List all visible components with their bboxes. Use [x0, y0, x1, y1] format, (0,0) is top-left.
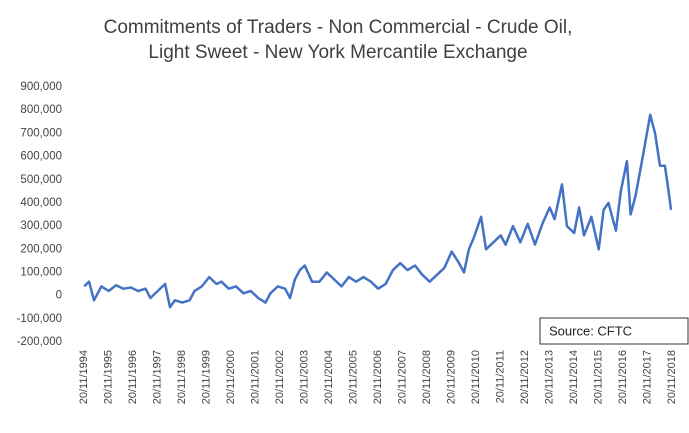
x-tick-label: 20/11/2004: [323, 350, 335, 404]
x-tick-label: 20/11/2003: [298, 350, 310, 404]
x-tick-label: 20/11/2001: [249, 350, 261, 404]
x-tick-label: 20/11/1996: [127, 350, 139, 404]
y-tick-label: 700,000: [20, 127, 62, 139]
x-tick-label: 20/11/2010: [470, 350, 482, 404]
x-tick-label: 20/11/1998: [176, 350, 188, 404]
y-tick-label: -100,000: [17, 313, 62, 325]
y-tick-label: -200,000: [17, 336, 62, 348]
y-tick-label: 300,000: [20, 220, 62, 232]
chart-title: Light Sweet - New York Mercantile Exchan…: [148, 42, 527, 63]
x-tick-label: 20/11/1994: [78, 350, 90, 404]
y-tick-label: 900,000: [20, 81, 62, 93]
x-tick-label: 20/11/2012: [519, 350, 531, 404]
x-tick-label: 20/11/2015: [592, 350, 604, 404]
x-tick-label: 20/11/2008: [421, 350, 433, 404]
y-tick-label: 600,000: [20, 151, 62, 163]
y-tick-label: 400,000: [20, 197, 62, 209]
x-tick-label: 20/11/2014: [568, 350, 580, 404]
x-tick-label: 20/11/2009: [445, 350, 457, 404]
data-line: [83, 113, 673, 309]
x-tick-label: 20/11/2002: [274, 350, 286, 404]
x-tick-label: 20/11/2016: [617, 350, 629, 404]
annotation-box: [539, 317, 689, 345]
annotation: Source: CFTC: [549, 323, 632, 338]
x-tick-label: 20/11/2000: [225, 350, 237, 404]
y-tick-label: 500,000: [20, 174, 62, 186]
x-tick-label: 20/11/1999: [200, 350, 212, 404]
y-tick-label: 200,000: [20, 243, 62, 255]
x-tick-label: 20/11/2006: [372, 350, 384, 404]
chart-title: Commitments of Traders - Non Commercial …: [104, 17, 573, 38]
x-tick-label: 20/11/2007: [396, 350, 408, 404]
x-tick-label: 20/11/1995: [102, 350, 114, 404]
y-tick-label: 0: [56, 290, 62, 302]
x-tick-label: 20/11/2013: [543, 350, 555, 404]
y-tick-label: 800,000: [20, 104, 62, 116]
x-tick-label: 20/11/2011: [494, 350, 506, 403]
x-tick-label: 20/11/2017: [641, 350, 653, 404]
x-tick-label: 20/11/2018: [666, 350, 678, 404]
x-tick-label: 20/11/1997: [151, 350, 163, 404]
x-tick-label: 20/11/2005: [347, 350, 359, 404]
y-tick-label: 100,000: [20, 266, 62, 278]
